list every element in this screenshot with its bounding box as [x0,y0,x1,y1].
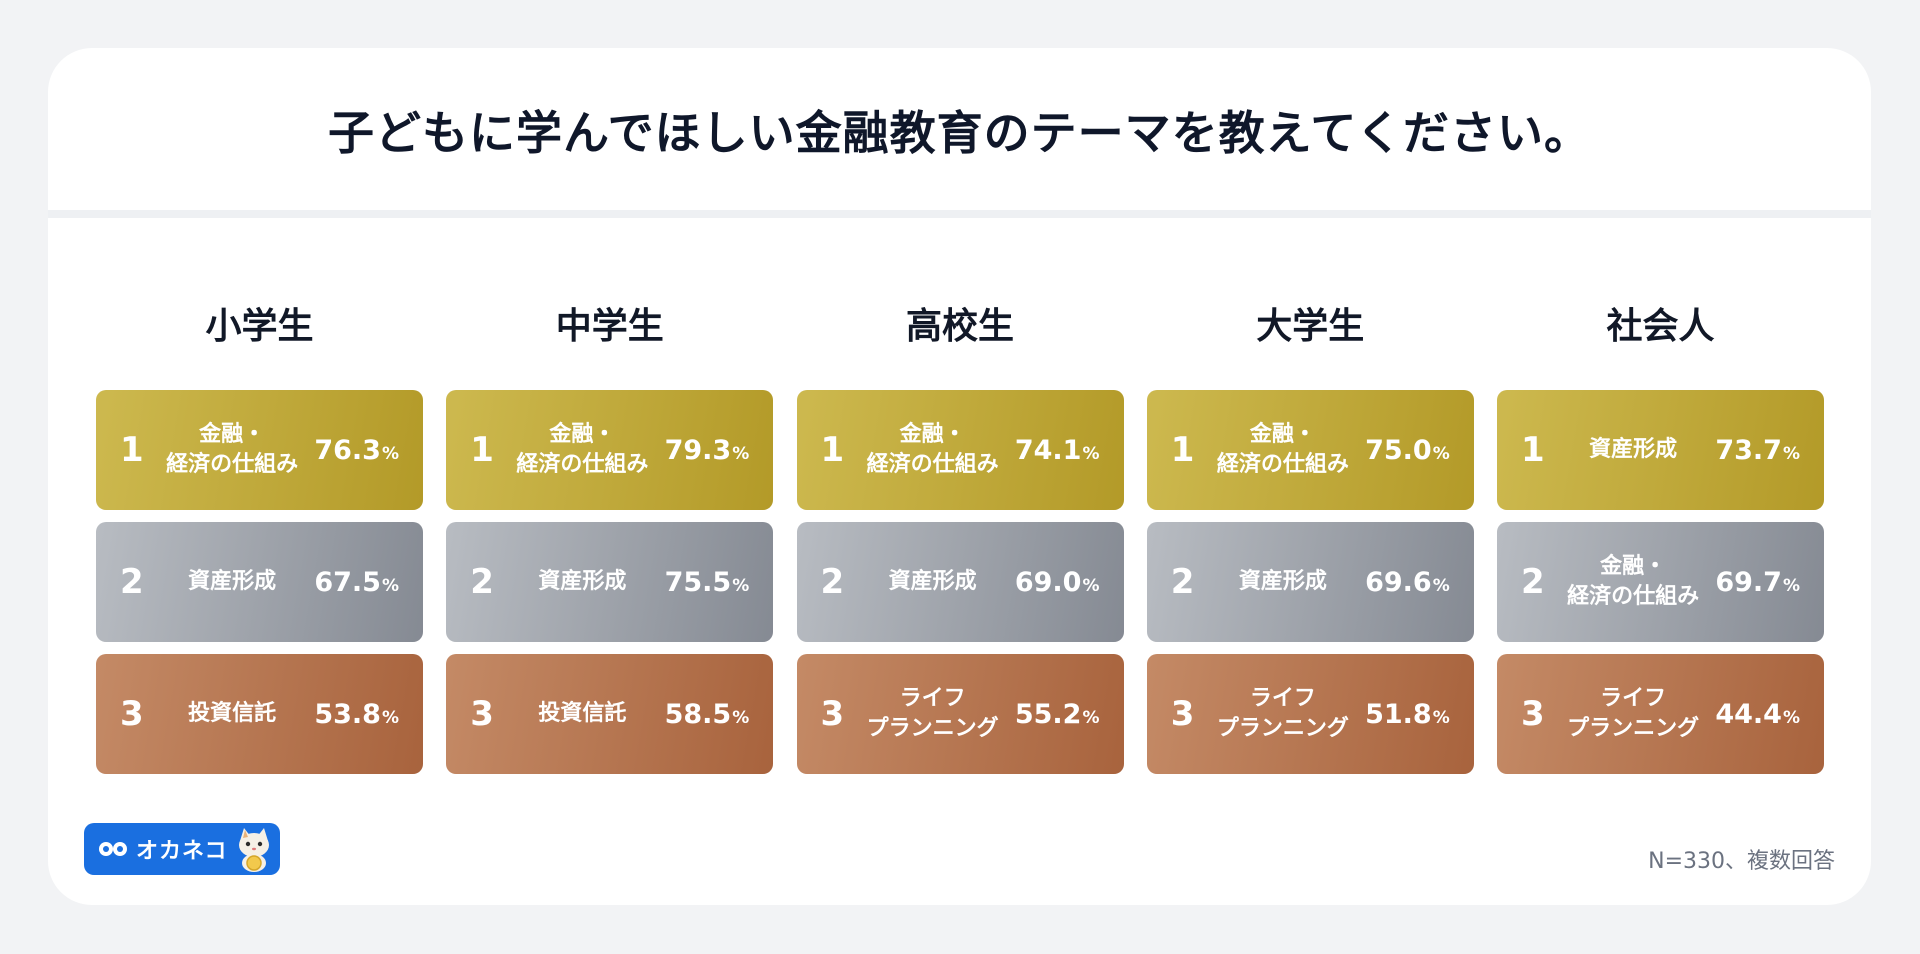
rank-percent: 76.3% [314,434,399,466]
title-divider [48,210,1871,218]
rank-card: 3 投資信託 53.8% [96,654,423,774]
rank-number: 2 [820,562,845,602]
rank-percent: 67.5% [314,566,399,598]
rank-theme: 金融・ 経済の仕組み [516,422,649,477]
column-high-school: 高校生 1 金融・ 経済の仕組み 74.1% 2 資産形成 69.0% 3 ライ… [796,288,1124,808]
rank-theme: 金融・ 経済の仕組み [866,422,999,477]
rank-percent: 55.2% [1014,698,1100,730]
rank-theme: ライフ プランニング [1567,686,1700,741]
rank-number: 3 [1170,694,1195,734]
rank-percent: 79.3% [664,434,750,466]
rank-number: 1 [1170,430,1195,470]
rank-card: 2 資産形成 69.0% [796,522,1124,642]
rank-card: 3 ライフ プランニング 44.4% [1497,654,1824,774]
rank-number: 2 [1170,562,1195,602]
rank-card: 3 ライフ プランニング 51.8% [1146,654,1474,774]
rank-percent: 74.1% [1014,434,1100,466]
column-university: 大学生 1 金融・ 経済の仕組み 75.0% 2 資産形成 69.6% 3 ライ… [1146,288,1474,808]
rank-number: 1 [1521,430,1545,470]
rank-percent: 69.6% [1365,566,1450,598]
rank-theme: 金融・ 経済の仕組み [166,422,299,477]
rank-number: 1 [820,430,845,470]
rank-percent: 53.8% [314,698,399,730]
rank-percent: 73.7% [1715,434,1800,466]
rank-card: 1 資産形成 73.7% [1497,390,1824,510]
logo-text: オカネコ [136,839,228,864]
logo-mark-icon [99,842,127,856]
rank-percent: 69.7% [1715,566,1800,598]
rank-number: 2 [1521,562,1545,602]
rank-percent: 69.0% [1014,566,1100,598]
rank-number: 2 [470,562,494,602]
rank-card: 2 資産形成 67.5% [96,522,423,642]
column-label: 中学生 [555,306,664,347]
rank-theme: 投資信託 [188,701,277,726]
column-label: 高校生 [905,306,1014,347]
rank-card: 1 金融・ 経済の仕組み 76.3% [96,390,423,510]
rank-card: 2 資産形成 75.5% [446,522,774,642]
rank-theme: 資産形成 [1238,569,1327,594]
rank-card: 1 金融・ 経済の仕組み 79.3% [446,390,774,510]
okaneko-logo: オカネコ [84,823,280,875]
rank-theme: 投資信託 [538,701,627,726]
rank-card: 3 投資信託 58.5% [446,654,774,774]
rank-percent: 44.4% [1715,698,1800,730]
column-label: 大学生 [1256,306,1365,347]
rank-number: 3 [820,694,845,734]
rank-number: 3 [470,694,494,734]
column-elementary: 小学生 1 金融・ 経済の仕組み 76.3% 2 資産形成 67.5% 3 投資… [96,288,423,808]
rank-number: 3 [120,694,144,734]
survey-card: 子どもに学んでほしい金融教育のテーマを教えてください。 小学生 1 金融・ 経済… [48,48,1871,905]
rank-number: 2 [120,562,144,602]
rank-number: 1 [120,430,144,470]
okaneko-cat-icon [239,828,269,872]
rank-theme: 資産形成 [1589,437,1678,462]
page-title: 子どもに学んでほしい金融教育のテーマを教えてください。 [327,106,1592,160]
column-working-adult: 社会人 1 資産形成 73.7% 2 金融・ 経済の仕組み 69.7% 3 ライ… [1497,288,1824,808]
rank-theme: 資産形成 [188,569,277,594]
sample-note: N=330、複数回答 [1648,849,1835,874]
column-label: 小学生 [205,306,314,347]
rank-percent: 58.5% [664,698,750,730]
rank-card: 1 金融・ 経済の仕組み 75.0% [1146,390,1474,510]
rank-percent: 51.8% [1365,698,1450,730]
rank-number: 3 [1521,694,1545,734]
rank-theme: ライフ プランニング [866,686,999,741]
rank-card: 2 金融・ 経済の仕組み 69.7% [1497,522,1824,642]
rank-theme: 資産形成 [888,569,977,594]
rank-card: 2 資産形成 69.6% [1146,522,1474,642]
column-junior-high: 中学生 1 金融・ 経済の仕組み 79.3% 2 資産形成 75.5% 3 投資… [446,288,774,808]
column-label: 社会人 [1606,306,1715,347]
rank-theme: 金融・ 経済の仕組み [1567,554,1700,609]
rank-number: 1 [470,430,494,470]
rank-card: 1 金融・ 経済の仕組み 74.1% [796,390,1124,510]
rank-theme: ライフ プランニング [1216,686,1349,741]
ranking-columns: 小学生 1 金融・ 経済の仕組み 76.3% 2 資産形成 67.5% 3 投資… [96,288,1824,808]
rank-theme: 資産形成 [538,569,627,594]
rank-percent: 75.5% [664,566,750,598]
rank-card: 3 ライフ プランニング 55.2% [796,654,1124,774]
rank-percent: 75.0% [1365,434,1450,466]
rank-theme: 金融・ 経済の仕組み [1216,422,1349,477]
